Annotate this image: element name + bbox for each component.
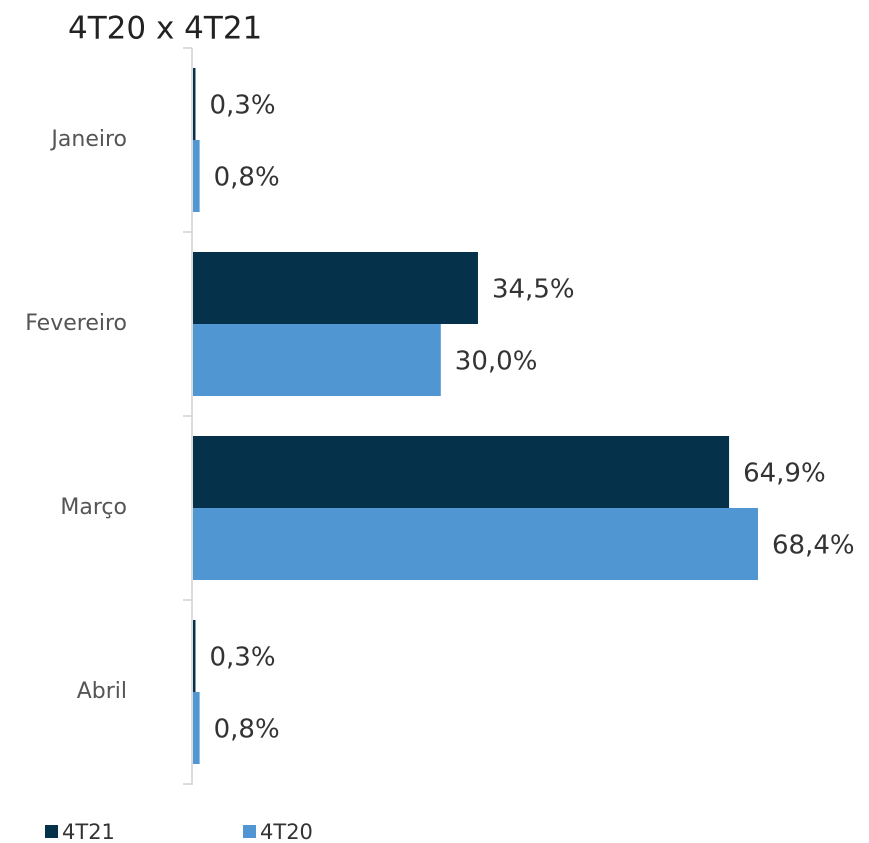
y-tick-label: Março bbox=[60, 495, 127, 520]
value-label: 0,8% bbox=[214, 163, 280, 193]
bar bbox=[193, 324, 441, 396]
legend-label: 4T20 bbox=[260, 820, 313, 843]
value-label: 0,3% bbox=[209, 91, 275, 121]
value-label: 30,0% bbox=[455, 347, 538, 377]
value-label: 64,9% bbox=[743, 459, 826, 489]
bar bbox=[193, 252, 478, 324]
legend-swatch bbox=[45, 825, 58, 838]
chart-title: 4T20 x 4T21 bbox=[68, 11, 262, 47]
value-label: 0,8% bbox=[214, 715, 280, 745]
bar bbox=[193, 508, 758, 580]
bar bbox=[193, 692, 200, 764]
y-tick-label: Abril bbox=[77, 679, 127, 704]
y-tick-label: Janeiro bbox=[49, 127, 127, 152]
bar bbox=[193, 436, 730, 508]
y-tick-label: Fevereiro bbox=[25, 311, 127, 336]
legend-swatch bbox=[243, 825, 256, 838]
bar bbox=[193, 140, 200, 212]
value-label: 34,5% bbox=[492, 275, 575, 305]
bar bbox=[193, 620, 196, 692]
bar bbox=[193, 68, 196, 140]
value-label: 0,3% bbox=[209, 643, 275, 673]
legend-label: 4T21 bbox=[62, 820, 115, 843]
value-label: 68,4% bbox=[772, 531, 855, 561]
